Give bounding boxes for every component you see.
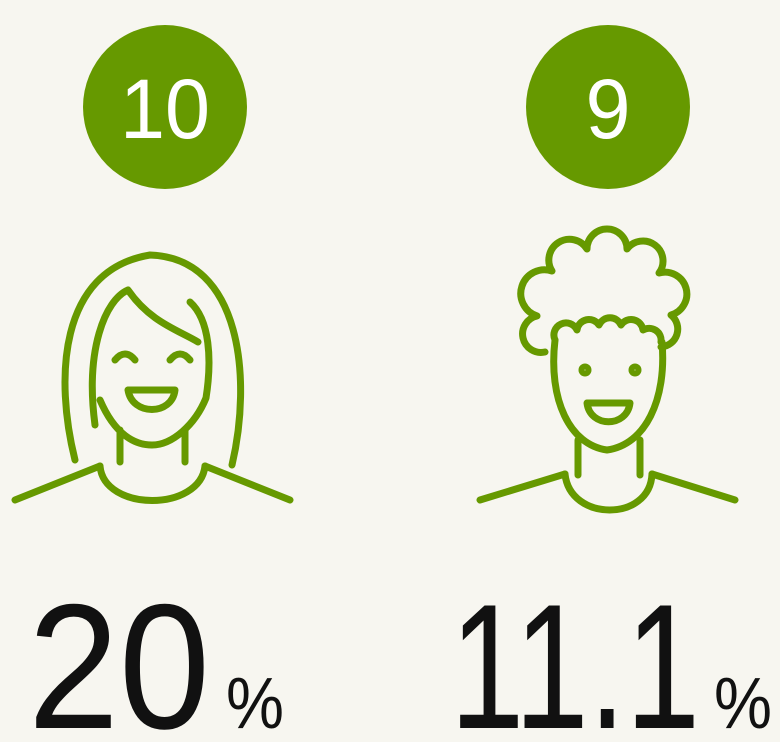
badge-number: 9 (586, 62, 631, 156)
percent-value: 20 (28, 567, 210, 742)
percent-unit: % (226, 664, 284, 742)
page: 10 20 % 9 11.1 % (() => { const data = J… (0, 0, 780, 742)
infographic: 10 20 % 9 11.1 % (0, 0, 780, 742)
percent-unit: % (714, 664, 772, 742)
percent-value: 11.1 (450, 567, 700, 742)
badge-number: 10 (120, 62, 210, 156)
